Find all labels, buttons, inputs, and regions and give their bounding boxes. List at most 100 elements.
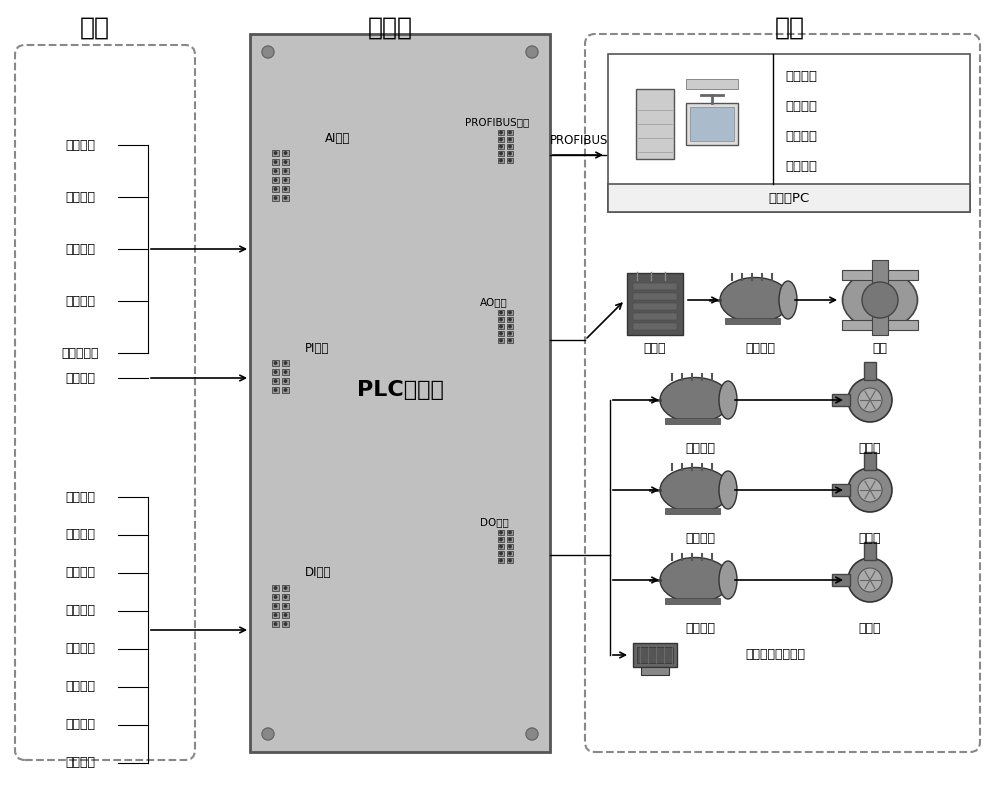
Bar [272, 150, 279, 156]
Bar [633, 293, 677, 300]
Text: 供压开关: 供压开关 [65, 566, 95, 580]
Ellipse shape [719, 561, 737, 599]
Circle shape [509, 325, 511, 328]
Text: 模式切换: 模式切换 [785, 130, 817, 142]
Text: 油液污染度: 油液污染度 [61, 347, 99, 359]
Bar [636, 89, 674, 159]
Circle shape [274, 188, 277, 190]
Bar [272, 195, 279, 201]
Bar [665, 508, 720, 514]
Text: 调压开关: 调压开关 [65, 491, 95, 503]
Circle shape [858, 388, 882, 412]
Bar [272, 612, 279, 618]
Bar [633, 283, 677, 290]
Bar [507, 144, 513, 149]
Bar [272, 360, 279, 366]
Text: AO接口: AO接口 [480, 297, 508, 307]
Bar [498, 144, 504, 149]
Text: 加油泵: 加油泵 [859, 442, 881, 454]
Bar [507, 558, 513, 563]
Text: DO接口: DO接口 [480, 517, 509, 527]
Circle shape [284, 587, 287, 589]
Bar [272, 186, 279, 192]
Ellipse shape [660, 468, 730, 513]
Text: 加油开关: 加油开关 [65, 604, 95, 618]
Bar [832, 394, 850, 406]
Circle shape [284, 197, 287, 199]
Bar [272, 177, 279, 183]
Bar [498, 530, 504, 535]
Bar [507, 151, 513, 156]
Ellipse shape [660, 378, 730, 423]
Bar [633, 303, 677, 310]
Text: 主泵: 主泵 [872, 341, 888, 355]
Text: DI接口: DI接口 [305, 566, 332, 580]
Text: 油液流量: 油液流量 [65, 243, 95, 255]
Bar [507, 317, 513, 322]
Bar [842, 270, 918, 280]
Bar [272, 159, 279, 165]
Circle shape [500, 559, 502, 562]
Circle shape [284, 605, 287, 608]
Circle shape [274, 380, 277, 382]
Ellipse shape [719, 381, 737, 419]
Bar [507, 544, 513, 549]
Text: 油液压力: 油液压力 [65, 295, 95, 307]
Bar [507, 530, 513, 535]
Bar [872, 260, 888, 335]
Circle shape [500, 131, 502, 134]
Ellipse shape [660, 558, 730, 603]
Text: 输出: 输出 [775, 16, 805, 40]
Bar [665, 598, 720, 604]
Ellipse shape [842, 271, 918, 329]
Bar [641, 667, 669, 675]
Text: 补油开关: 补油开关 [65, 642, 95, 656]
Bar [272, 621, 279, 627]
Circle shape [274, 170, 277, 172]
Bar [282, 378, 289, 384]
Circle shape [526, 46, 538, 58]
Circle shape [500, 339, 502, 342]
Circle shape [500, 333, 502, 335]
Circle shape [509, 318, 511, 321]
Bar [507, 310, 513, 315]
Bar [637, 647, 673, 663]
Bar [498, 130, 504, 135]
Bar [272, 594, 279, 600]
Circle shape [284, 614, 287, 616]
Circle shape [509, 538, 511, 540]
Bar [282, 360, 289, 366]
Bar [282, 369, 289, 375]
Text: 工况监测: 工况监测 [785, 160, 817, 172]
Bar [608, 54, 970, 212]
Bar [282, 585, 289, 591]
Bar [507, 551, 513, 556]
Bar [498, 137, 504, 142]
Circle shape [500, 311, 502, 314]
Bar [507, 338, 513, 343]
Text: 调压、换向电磁阀: 调压、换向电磁阀 [745, 649, 805, 661]
Circle shape [848, 558, 892, 602]
Bar [250, 34, 550, 752]
Text: PLC控制器: PLC控制器 [357, 380, 443, 400]
Bar [498, 558, 504, 563]
Bar [507, 130, 513, 135]
Text: 上位机PC: 上位机PC [768, 191, 810, 205]
Bar [665, 418, 720, 424]
Circle shape [284, 170, 287, 172]
Text: PROFIBUS: PROFIBUS [550, 134, 608, 146]
Circle shape [509, 552, 511, 555]
Bar [842, 320, 918, 330]
Text: AI接口: AI接口 [325, 131, 350, 145]
Text: 加油电机: 加油电机 [685, 442, 715, 454]
Ellipse shape [719, 471, 737, 509]
Circle shape [284, 161, 287, 164]
Bar [498, 544, 504, 549]
Circle shape [500, 160, 502, 162]
Circle shape [274, 197, 277, 199]
FancyBboxPatch shape [15, 45, 195, 760]
Bar [282, 621, 289, 627]
Bar [272, 369, 279, 375]
Circle shape [858, 478, 882, 502]
Circle shape [509, 559, 511, 562]
